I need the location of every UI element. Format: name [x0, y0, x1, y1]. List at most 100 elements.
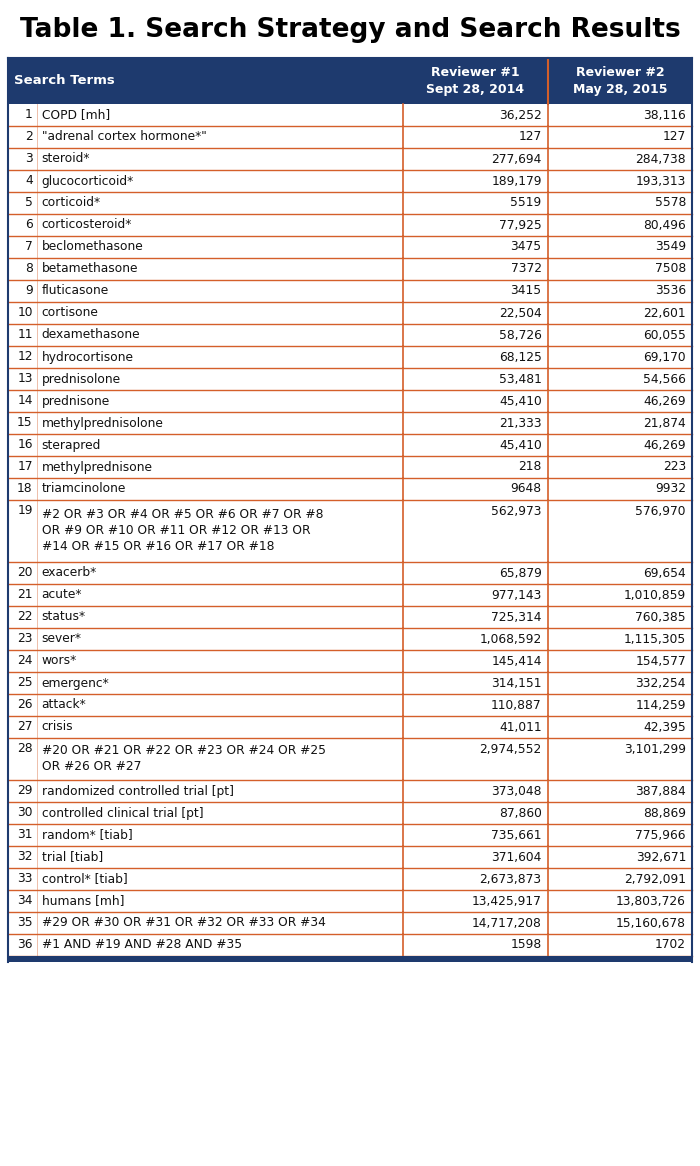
Text: 69,170: 69,170 [643, 351, 686, 364]
Text: 5: 5 [25, 197, 33, 210]
Text: 3: 3 [25, 153, 33, 166]
Text: 284,738: 284,738 [636, 153, 686, 166]
Text: glucocorticoid*: glucocorticoid* [42, 175, 134, 188]
Text: 9: 9 [25, 285, 33, 297]
Text: 35: 35 [17, 916, 33, 929]
Text: methylprednisolone: methylprednisolone [42, 416, 164, 429]
Text: cortisone: cortisone [42, 307, 99, 319]
Text: 127: 127 [663, 131, 686, 143]
Text: "adrenal cortex hormone*": "adrenal cortex hormone*" [42, 131, 206, 143]
Text: 392,671: 392,671 [636, 850, 686, 864]
Text: 7372: 7372 [511, 262, 542, 275]
Text: 80,496: 80,496 [643, 218, 686, 232]
Text: 38,116: 38,116 [643, 108, 686, 121]
Text: 5578: 5578 [654, 197, 686, 210]
Text: 314,151: 314,151 [491, 676, 542, 689]
Text: 77,925: 77,925 [499, 218, 542, 232]
Text: 41,011: 41,011 [499, 721, 542, 733]
Text: corticosteroid*: corticosteroid* [42, 218, 132, 232]
Text: randomized controlled trial [pt]: randomized controlled trial [pt] [42, 785, 234, 798]
Text: 373,048: 373,048 [491, 785, 542, 798]
Text: corticoid*: corticoid* [42, 197, 101, 210]
Text: prednisone: prednisone [42, 394, 110, 407]
Text: 22,504: 22,504 [499, 307, 542, 319]
Text: 1598: 1598 [510, 939, 542, 951]
Text: 9648: 9648 [510, 483, 542, 496]
Text: 977,143: 977,143 [491, 589, 542, 602]
Text: 42,395: 42,395 [643, 721, 686, 733]
Text: 114,259: 114,259 [636, 698, 686, 711]
Text: 33: 33 [18, 872, 33, 885]
Text: 30: 30 [18, 807, 33, 820]
Text: 27: 27 [18, 721, 33, 733]
Text: 387,884: 387,884 [636, 785, 686, 798]
Text: 29: 29 [18, 785, 33, 798]
Text: 87,860: 87,860 [499, 807, 542, 820]
Text: 1,010,859: 1,010,859 [624, 589, 686, 602]
Text: 3,101,299: 3,101,299 [624, 743, 686, 756]
Text: 22: 22 [18, 611, 33, 624]
Text: dexamethasone: dexamethasone [42, 329, 141, 342]
Text: 9932: 9932 [655, 483, 686, 496]
Text: #2 OR #3 OR #4 OR #5 OR #6 OR #7 OR #8
OR #9 OR #10 OR #11 OR #12 OR #13 OR
#14 : #2 OR #3 OR #4 OR #5 OR #6 OR #7 OR #8 O… [42, 508, 323, 554]
Text: 145,414: 145,414 [491, 654, 542, 667]
Text: 2: 2 [25, 131, 33, 143]
Text: 1,068,592: 1,068,592 [480, 632, 542, 646]
Text: 110,887: 110,887 [491, 698, 542, 711]
Text: 15,160,678: 15,160,678 [616, 916, 686, 929]
Text: 53,481: 53,481 [499, 372, 542, 386]
Text: prednisolone: prednisolone [42, 372, 121, 386]
Text: 2,792,091: 2,792,091 [624, 872, 686, 885]
Text: 3475: 3475 [510, 240, 542, 253]
Text: sterapred: sterapred [42, 438, 101, 451]
Text: 36: 36 [18, 939, 33, 951]
Text: 7: 7 [25, 240, 33, 253]
Text: 21: 21 [18, 589, 33, 602]
Bar [8, 58, 692, 104]
Text: 23: 23 [18, 632, 33, 646]
Text: 19: 19 [18, 505, 33, 518]
Text: 2,974,552: 2,974,552 [480, 743, 542, 756]
Text: acute*: acute* [42, 589, 82, 602]
Text: 8: 8 [25, 262, 33, 275]
Text: methylprednisone: methylprednisone [42, 461, 153, 473]
Text: crisis: crisis [42, 721, 74, 733]
Text: status*: status* [42, 611, 86, 624]
Text: 11: 11 [18, 329, 33, 342]
Text: betamethasone: betamethasone [42, 262, 138, 275]
Text: beclomethasone: beclomethasone [42, 240, 144, 253]
Text: 68,125: 68,125 [499, 351, 542, 364]
Text: 5519: 5519 [510, 197, 542, 210]
Text: 34: 34 [18, 894, 33, 907]
Text: 31: 31 [18, 829, 33, 842]
Text: 21,874: 21,874 [643, 416, 686, 429]
Text: 13,803,726: 13,803,726 [616, 894, 686, 907]
Text: 576,970: 576,970 [636, 505, 686, 518]
Text: fluticasone: fluticasone [42, 285, 109, 297]
Text: Reviewer #1
Sept 28, 2014: Reviewer #1 Sept 28, 2014 [426, 66, 524, 96]
Text: 3415: 3415 [510, 285, 542, 297]
Text: exacerb*: exacerb* [42, 567, 97, 580]
Text: 2,673,873: 2,673,873 [480, 872, 542, 885]
Text: 22,601: 22,601 [643, 307, 686, 319]
Text: 218: 218 [518, 461, 542, 473]
Text: Reviewer #2
May 28, 2015: Reviewer #2 May 28, 2015 [573, 66, 667, 96]
Text: 1,115,305: 1,115,305 [624, 632, 686, 646]
Text: 18: 18 [17, 483, 33, 496]
Text: #1 AND #19 AND #28 AND #35: #1 AND #19 AND #28 AND #35 [42, 939, 242, 951]
Text: 69,654: 69,654 [643, 567, 686, 580]
Text: 154,577: 154,577 [636, 654, 686, 667]
Text: 1: 1 [25, 108, 33, 121]
Text: emergenc*: emergenc* [42, 676, 109, 689]
Text: hydrocortisone: hydrocortisone [42, 351, 134, 364]
Text: #29 OR #30 OR #31 OR #32 OR #33 OR #34: #29 OR #30 OR #31 OR #32 OR #33 OR #34 [42, 916, 326, 929]
Text: Table 1. Search Strategy and Search Results: Table 1. Search Strategy and Search Resu… [20, 17, 680, 43]
Text: 127: 127 [519, 131, 542, 143]
Text: control* [tiab]: control* [tiab] [42, 872, 127, 885]
Text: 14,717,208: 14,717,208 [472, 916, 542, 929]
Text: 332,254: 332,254 [636, 676, 686, 689]
Text: sever*: sever* [42, 632, 82, 646]
Text: 14: 14 [18, 394, 33, 407]
Text: 775,966: 775,966 [636, 829, 686, 842]
Text: steroid*: steroid* [42, 153, 90, 166]
